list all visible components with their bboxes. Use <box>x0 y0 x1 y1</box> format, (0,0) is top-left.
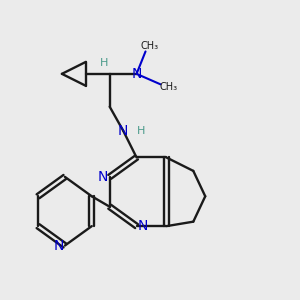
Text: N: N <box>138 219 148 233</box>
Text: H: H <box>100 58 108 68</box>
Text: CH₃: CH₃ <box>160 82 178 92</box>
Text: N: N <box>53 238 64 253</box>
Text: CH₃: CH₃ <box>141 41 159 51</box>
Text: N: N <box>131 67 142 81</box>
Text: N: N <box>98 170 108 184</box>
Text: H: H <box>137 126 145 136</box>
Text: N: N <box>117 124 128 138</box>
